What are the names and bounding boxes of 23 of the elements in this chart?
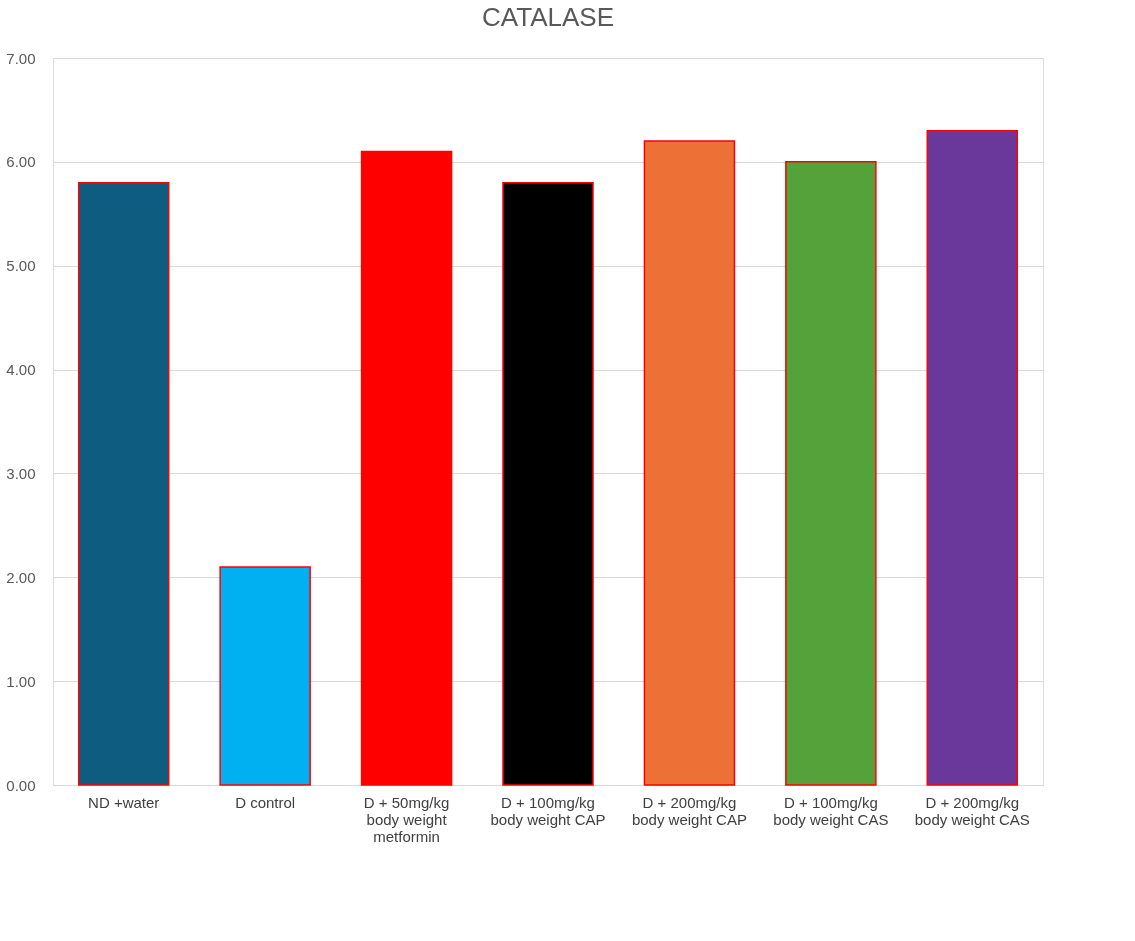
y-tick-label: 3.00 (6, 464, 36, 482)
y-tick-label: 2.00 (6, 568, 36, 586)
x-tick-label: D + 100mg/kg body weight CAS (773, 793, 889, 828)
bar (785, 161, 877, 786)
x-tick-label: D + 200mg/kg body weight CAP (631, 793, 747, 828)
bar (643, 140, 736, 786)
y-tick-label: 1.00 (6, 672, 36, 690)
bar (360, 150, 453, 786)
x-tick-label: D + 100mg/kg body weight CAP (490, 793, 606, 828)
y-tick-label: 0.00 (6, 776, 36, 794)
bar (502, 181, 594, 786)
bar (926, 129, 1019, 786)
y-tick-label: 7.00 (6, 49, 36, 67)
y-tick-label: 4.00 (6, 361, 36, 379)
x-tick-label: D control (235, 793, 296, 811)
y-tick-label: 6.00 (6, 153, 36, 171)
bar (77, 181, 170, 786)
y-tick-label: 5.00 (6, 257, 36, 275)
chart-title: CATALASE (482, 2, 614, 32)
x-tick-label: D + 50mg/kg body weight metformin (363, 793, 450, 845)
bar (219, 566, 311, 786)
x-tick-label: D + 200mg/kg body weight CAS (914, 793, 1030, 828)
x-tick-label: ND +water (88, 793, 160, 811)
